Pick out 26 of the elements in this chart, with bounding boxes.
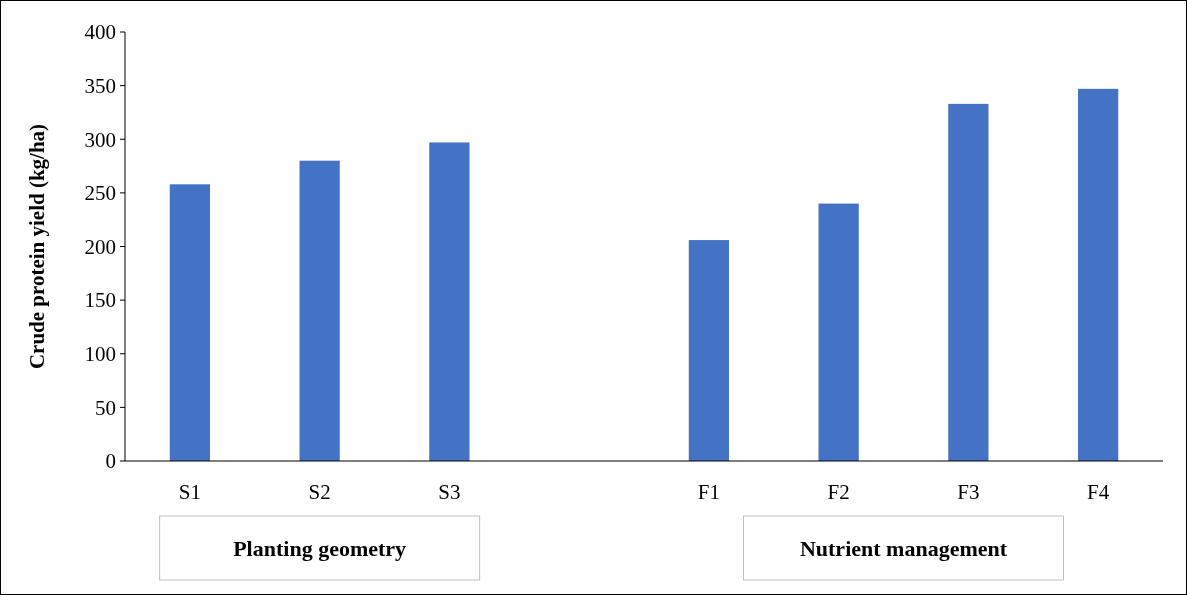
x-tick-label: F1 — [697, 480, 720, 504]
text: Nutrient management — [799, 535, 1008, 561]
bar — [299, 160, 340, 461]
x-tick-label: S3 — [438, 480, 461, 504]
x-tick-label: F2 — [827, 480, 850, 504]
y-tick-label: 50 — [95, 395, 116, 420]
x-tick-label: F4 — [1087, 480, 1110, 504]
x-tick-label: F3 — [957, 480, 980, 504]
y-axis-title: Crude protein yield (kg/ha) — [25, 123, 49, 370]
y-tick-label: 0 — [105, 449, 116, 474]
y-tick-label: 200 — [84, 234, 116, 259]
bar — [169, 184, 210, 461]
bar — [948, 103, 989, 461]
y-tick-label: 150 — [84, 288, 116, 313]
bar — [1078, 88, 1119, 461]
y-tick-label: 250 — [84, 181, 116, 206]
x-tick-label: S2 — [308, 480, 331, 504]
text: Planting geometry — [233, 535, 407, 561]
bar — [818, 203, 859, 461]
x-tick-label: S1 — [178, 480, 201, 504]
bar — [688, 240, 729, 461]
y-tick-label: 300 — [84, 127, 116, 152]
y-tick-label: 400 — [84, 20, 116, 45]
y-tick-label: 100 — [84, 342, 116, 367]
bar — [429, 142, 470, 461]
y-tick-label: 350 — [84, 73, 116, 98]
